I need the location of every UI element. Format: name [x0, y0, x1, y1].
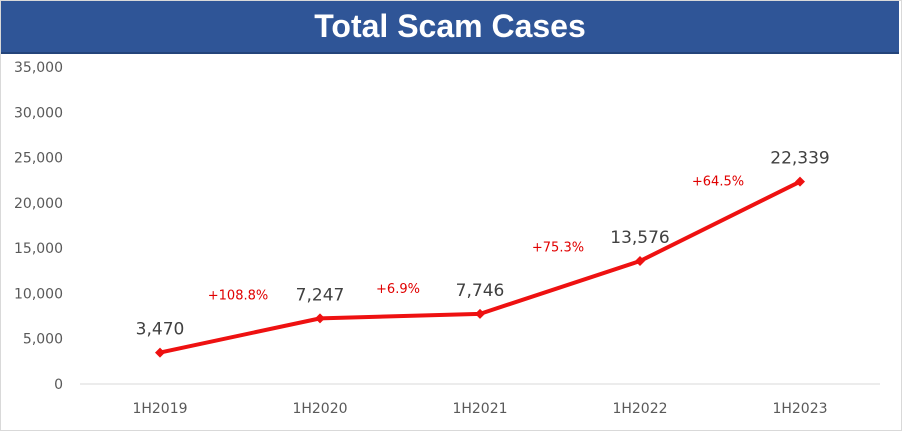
- x-tick-label: 1H2019: [132, 401, 187, 417]
- data-point-marker: [635, 256, 645, 267]
- growth-annotation: +75.3%: [532, 240, 584, 255]
- x-tick-label: 1H2023: [772, 401, 827, 417]
- chart-title: Total Scam Cases: [314, 8, 586, 44]
- y-tick-label: 0: [54, 377, 63, 393]
- y-tick-label: 5,000: [23, 332, 63, 348]
- data-label: 3,470: [136, 320, 185, 340]
- y-tick-label: 30,000: [14, 105, 63, 121]
- data-label: 22,339: [770, 149, 829, 169]
- title-bar: Total Scam Cases: [1, 1, 899, 54]
- y-tick-label: 25,000: [14, 151, 63, 167]
- growth-annotation: +108.8%: [208, 288, 268, 303]
- x-tick-label: 1H2021: [452, 401, 507, 417]
- y-tick-label: 35,000: [14, 60, 63, 76]
- data-label: 7,746: [456, 281, 505, 301]
- data-point-marker: [795, 176, 805, 187]
- y-tick-label: 10,000: [14, 286, 63, 302]
- growth-annotation: +64.5%: [692, 174, 744, 189]
- x-tick-label: 1H2020: [292, 401, 347, 417]
- y-tick-label: 20,000: [14, 196, 63, 212]
- data-point-marker: [315, 313, 325, 324]
- data-point-marker: [475, 308, 485, 319]
- y-tick-label: 15,000: [14, 241, 63, 257]
- data-point-marker: [155, 347, 165, 358]
- x-tick-label: 1H2022: [612, 401, 667, 417]
- data-label: 7,247: [296, 285, 345, 305]
- data-label: 13,576: [610, 228, 669, 248]
- series-line: [158, 179, 802, 355]
- growth-annotation: +6.9%: [376, 282, 420, 297]
